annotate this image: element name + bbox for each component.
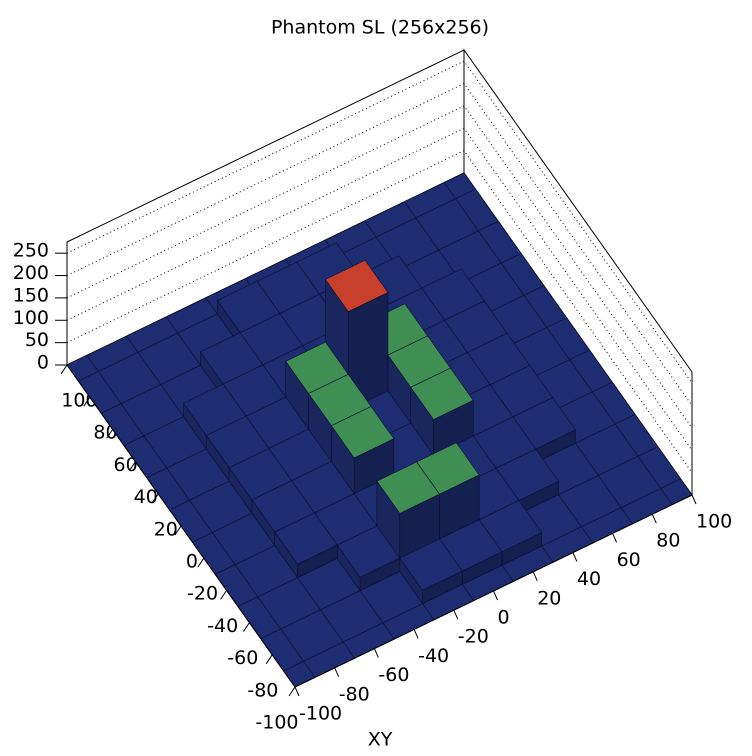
x-tick-label: -100 <box>299 703 342 725</box>
x-tick <box>532 571 538 582</box>
x-tick-label: 80 <box>656 530 680 552</box>
x-tick-label: -80 <box>339 683 370 705</box>
lego-face <box>336 525 401 578</box>
grid-line <box>66 82 693 406</box>
x-tick <box>453 609 459 620</box>
x-tick <box>691 494 697 505</box>
z-tick-label: 150 <box>13 284 49 306</box>
grid-line <box>66 60 693 384</box>
grid-line <box>66 105 693 429</box>
box-edge <box>66 364 693 688</box>
lego-column <box>274 512 338 579</box>
y-tick-label: -60 <box>227 647 258 669</box>
y-tick <box>265 654 273 665</box>
lego-face <box>410 367 474 420</box>
y-tick <box>106 429 114 439</box>
lego-face <box>376 461 440 514</box>
x-tick-label: -60 <box>378 664 409 686</box>
x-tick-label: 40 <box>577 568 601 590</box>
lego-face <box>274 512 338 565</box>
y-tick <box>83 396 91 407</box>
y-tick-label: 20 <box>154 518 178 540</box>
z-tick-label: 200 <box>13 262 49 284</box>
x-tick <box>294 686 300 697</box>
lego-face <box>399 538 463 591</box>
x-tick <box>493 590 498 601</box>
x-tick-label: 20 <box>537 587 561 609</box>
y-tick <box>288 686 296 697</box>
y-tick-label: -100 <box>255 712 298 734</box>
x-tick <box>651 513 657 524</box>
y-tick <box>220 590 228 600</box>
x-tick-label: 60 <box>617 549 641 571</box>
y-tick-label: -20 <box>187 583 218 605</box>
y-tick-label: 0 <box>186 551 198 573</box>
lego-column <box>399 538 463 605</box>
x-tick <box>373 648 379 658</box>
y-tick <box>174 525 182 536</box>
lego-column <box>336 525 401 592</box>
y-tick-label: 40 <box>134 486 158 508</box>
lego-face <box>325 259 389 313</box>
axis-label: XY <box>368 729 393 751</box>
x-tick <box>413 629 419 639</box>
x-tick <box>334 667 340 678</box>
z-tick-label: 50 <box>25 329 49 351</box>
y-tick <box>128 461 136 471</box>
y-tick-label: -80 <box>247 679 278 701</box>
lego-face <box>330 406 395 459</box>
x-tick-label: 100 <box>696 511 732 533</box>
x-tick-label: -40 <box>418 645 449 667</box>
grid-line <box>66 127 693 451</box>
x-tick <box>612 533 618 543</box>
z-tick-label: 0 <box>37 352 49 374</box>
chart-title: Phantom SL (256x256) <box>271 17 489 39</box>
y-tick <box>242 622 250 632</box>
x-tick-label: -20 <box>458 626 489 648</box>
y-tick <box>151 493 159 504</box>
y-tick-label: -40 <box>207 615 238 637</box>
y-tick <box>60 364 68 375</box>
x-tick-label: 0 <box>498 607 510 629</box>
x-tick <box>572 552 578 562</box>
y-tick <box>197 557 205 568</box>
z-tick-label: 100 <box>13 307 49 329</box>
z-tick-label: 250 <box>13 240 49 262</box>
y-tick-label: 60 <box>114 454 138 476</box>
grid-line <box>66 150 693 473</box>
